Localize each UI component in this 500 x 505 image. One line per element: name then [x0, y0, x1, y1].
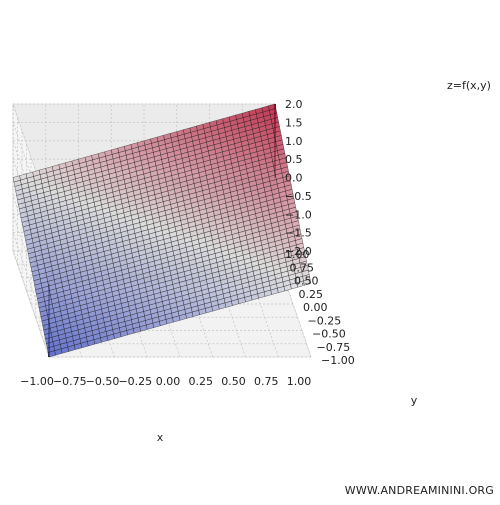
side-grid-z — [12, 103, 50, 211]
watermark: WWW.ANDREAMININI.ORG — [345, 484, 494, 497]
z-tick-label: −2.0 — [285, 245, 312, 258]
z-tick-label: 0.5 — [285, 153, 303, 166]
y-tick-label: 0.00 — [303, 301, 328, 314]
side-grid-z — [12, 122, 50, 229]
x-axis-label: x — [157, 431, 164, 444]
side-grid-z — [12, 250, 50, 358]
side-grid-z — [12, 140, 50, 247]
x-tick-label: −1.00 — [20, 375, 54, 388]
x-tick-label: 0.00 — [156, 375, 181, 388]
y-tick-label: −0.25 — [308, 314, 342, 327]
x-tick-label: 0.25 — [189, 375, 214, 388]
x-tick-label: 1.00 — [287, 375, 312, 388]
z-tick-label: −1.5 — [285, 227, 312, 240]
y-tick-label: −0.50 — [312, 328, 346, 341]
x-tick-label: −0.75 — [53, 375, 87, 388]
y-tick-label: 0.75 — [290, 261, 315, 274]
y-tick-label: −1.00 — [321, 354, 355, 367]
z-axis-label: z=f(x,y) — [447, 79, 491, 92]
y-tick-label: 1.00 — [285, 248, 310, 261]
z-tick-label: 2.0 — [285, 98, 303, 111]
z-tick-label: −1.0 — [285, 208, 312, 221]
y-tick-label: 0.50 — [294, 275, 319, 288]
tick-labels: −1.00 −0.75−0.50 −0.25 0.00 0.25 0.50 0.75 1.00… — [20, 98, 355, 388]
y-tick-label: −0.75 — [317, 341, 351, 354]
y-tick-label: 0.25 — [299, 288, 324, 301]
z-tick-label: −0.5 — [285, 190, 312, 203]
z-tick-label: 1.5 — [285, 116, 303, 129]
x-tick-label: −0.50 — [86, 375, 120, 388]
side-grid-z — [12, 195, 50, 302]
x-tick-label: 0.75 — [254, 375, 279, 388]
y-axis-label: y — [411, 394, 418, 407]
surface-cell — [303, 278, 312, 286]
z-tick-label: 1.0 — [285, 135, 303, 148]
side-grid-z — [12, 232, 50, 339]
surface-layer — [12, 103, 312, 358]
side-grid-z — [12, 214, 50, 321]
x-tick-label: 0.50 — [221, 375, 246, 388]
z-tick-label: 0.0 — [285, 172, 303, 185]
x-tick-label: −0.25 — [118, 375, 152, 388]
